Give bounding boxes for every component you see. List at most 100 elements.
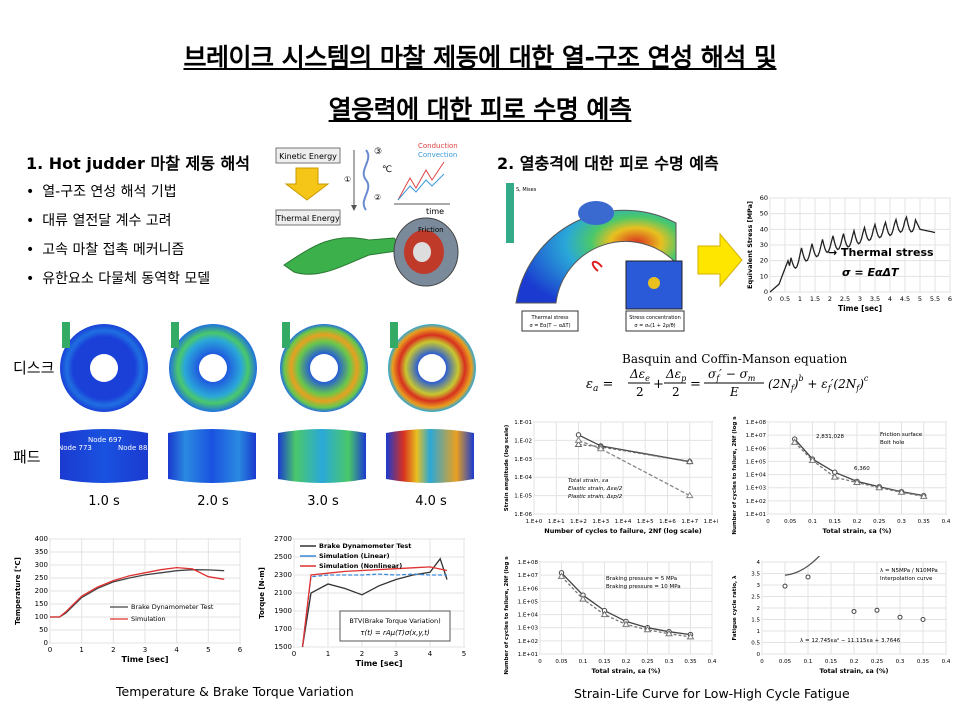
x-tick-label: 0.2 (850, 659, 859, 665)
x-tick-label: 0.4 (942, 519, 951, 525)
y-tick-label: 200 (35, 587, 48, 595)
x-tick-label: 1 (798, 295, 802, 303)
down-arrow-icon (284, 167, 330, 201)
page-title-line1: 브레이크 시스템의 마찰 제동에 대한 열-구조 연성 해석 및 (183, 43, 777, 72)
x-tick-label: 2 (111, 646, 115, 654)
y-tick-label: 60 (760, 194, 768, 202)
y-axis-label: Number of cycles to failure, 2Nf (log sc… (504, 556, 510, 675)
y-tick-label: 1.E-04 (514, 475, 532, 481)
pad-contour-row: Node 697 Node 773 Node 883 (58, 429, 474, 483)
stress-chart: 0 0.5 1 1.5 2 2.5 3 3.5 4 4.5 5 5.5 60102030405060Ti… (746, 194, 952, 313)
x-tick-label: 1.E+2 (570, 519, 587, 525)
disc-2s (169, 322, 257, 412)
y-axis-label: Number of cycles to failure, 2Nf (log sc… (732, 416, 738, 535)
torque-chart: 0 1 2 3 4 5 1500 1700 1900 2100 2300 2500 2700 Time [… (258, 535, 466, 668)
x-tick-label: 0.15 (598, 659, 611, 665)
x-tick-label: 0 (48, 646, 52, 654)
series-line-sim (50, 566, 225, 618)
data-point (808, 456, 817, 463)
y-axis-label: Fatigue cycle ratio, λ (732, 575, 738, 641)
row-label-disc: 디스크 (13, 359, 55, 377)
x-axis-label: Time [sec] (838, 304, 882, 313)
y-tick-label: 350 (35, 548, 48, 556)
y-tick-label: 1.E-03 (514, 457, 532, 463)
legend-item: Braking pressure = 5 MPa (606, 576, 677, 582)
y-tick-label: 0.5 (751, 641, 760, 647)
legend-item: Bolt hole (880, 440, 905, 446)
celsius-label: ℃ (382, 165, 392, 175)
thermal-stress-box-eq: σ = Eα(T − αΔT) (529, 323, 570, 329)
y-tick-label: 40 (760, 225, 768, 233)
y-tick-label: 1.E+05 (746, 459, 767, 465)
svg-text:σf′ − σm: σf′ − σm (708, 367, 756, 383)
fatigue-ratio-chart: 0 0.05 0.1 0.15 0.2 0.25 0.3 0.35 0.4 0 0.5 1 1.5 2 2.… (732, 556, 951, 675)
y-tick-label: 1.E-06 (514, 512, 532, 518)
data-point (830, 473, 839, 480)
x-tick-label: 1.E+3 (592, 519, 609, 525)
y-tick-label: 1.E+04 (746, 473, 767, 479)
y-tick-label: 1.E+03 (518, 626, 539, 632)
x-tick-label: 0.25 (641, 659, 654, 665)
node-773-label: Node 773 (58, 444, 92, 452)
legend-item: Simulation (Nonlinear) (319, 562, 402, 570)
x-tick-label: 0.3 (896, 659, 905, 665)
x-tick-label: 6 (238, 646, 243, 654)
y-tick-label: 1.E+03 (746, 486, 767, 492)
x-tick-label: 0.25 (871, 659, 884, 665)
btv-equation: τ(t) = rAμ(T)σ(x,y,t) (360, 629, 430, 637)
y-tick-label: 100 (35, 613, 48, 621)
x-tick-label: 1.5 (810, 295, 820, 303)
legend-item: Plastic strain, Δεp/2 (568, 494, 623, 500)
data-point (897, 488, 906, 495)
x-tick-label: 0.1 (579, 659, 588, 665)
disc-contour-row (60, 322, 476, 412)
svg-text:(2Nf)b + εf′(2Nf)c: (2Nf)b + εf′(2Nf)c (768, 374, 869, 393)
x-tick-label: 0.4 (942, 659, 951, 665)
y-tick-label: 1.5 (751, 618, 760, 624)
step-1-label: ① (344, 175, 351, 184)
cycles-friction-bolt-chart: 0 0.05 0.1 0.15 0.2 0.25 0.3 0.35 0.4 1.E+01 1.E+0… (732, 416, 951, 535)
data-point (805, 574, 811, 580)
pad-2s (168, 429, 256, 483)
x-tick-label: 3.5 (870, 295, 880, 303)
bullet-item: 고속 마찰 접촉 메커니즘 (26, 238, 210, 267)
section2-caption: Strain-Life Curve for Low-High Cycle Fat… (574, 686, 850, 701)
energy-brake-figure: Kinetic Energy Thermal Energy ① ③ Conduc… (275, 142, 459, 287)
time-axis-label: time (426, 207, 444, 216)
y-tick-label: 1.E-05 (514, 494, 532, 500)
svg-text:+: + (653, 377, 664, 392)
x-tick-label: 0.25 (873, 519, 886, 525)
thermal-energy-label: Thermal Energy (275, 214, 340, 223)
svg-text:Δεe: Δεe (629, 367, 650, 383)
section1-bullets: 열-구조 연성 해석 기법 대류 열전달 계수 고려 고속 마찰 접촉 메커니즘… (26, 180, 210, 296)
time-label-1: 1.0 s (88, 494, 120, 509)
x-tick-label: 1.E+0 (526, 519, 543, 525)
btv-box (339, 610, 451, 642)
y-tick-label: 1.E+01 (518, 652, 538, 658)
convection-label: Convection (418, 151, 457, 159)
y-tick-label: 2300 (274, 571, 292, 579)
mises-legend-label: S, Mises (516, 187, 537, 193)
y-tick-label: 250 (35, 574, 48, 582)
y-tick-label: 1.E+06 (518, 586, 539, 592)
data-point (685, 491, 694, 499)
bullet-item: 유한요소 다물체 동역학 모델 (26, 267, 210, 296)
series-line (578, 439, 691, 497)
data-point (851, 608, 857, 614)
data-point (874, 607, 880, 613)
data-point (596, 444, 605, 452)
disc-4s (388, 322, 476, 412)
y-tick-label: 20 (760, 257, 768, 265)
data-point (574, 440, 583, 447)
fe-model-figure: S, Mises Thermal stress σ = Eα(T − αΔT) … (506, 183, 685, 332)
legend-item: Interpolation curve (880, 576, 933, 582)
y-tick-label: 1.E+07 (746, 433, 767, 439)
fit-equation: λ = 12.745εa² − 11.115εa + 3.7646 (800, 637, 901, 644)
data-point (875, 483, 884, 491)
data-point (919, 492, 928, 499)
conduction-label: Conduction (418, 142, 458, 150)
y-axis-label: Strain amplitude (log scale) (504, 424, 510, 511)
x-tick-label: 0.2 (853, 519, 862, 525)
legend-item: Simulation (Linear) (319, 552, 390, 560)
series-line-test (50, 569, 225, 618)
